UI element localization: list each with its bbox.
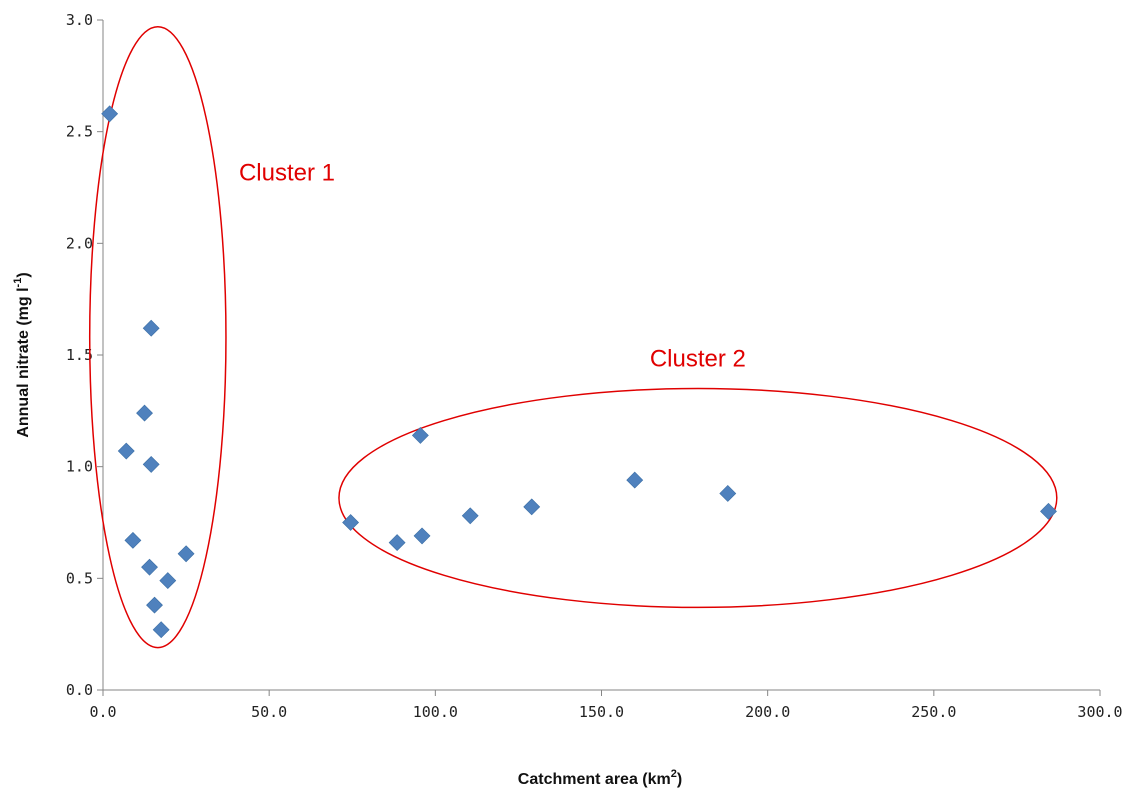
- data-point: [411, 426, 429, 444]
- cluster-ellipses: [88, 25, 1058, 649]
- data-point: [177, 545, 195, 563]
- data-point: [626, 471, 644, 489]
- cluster-label: Cluster 1: [239, 160, 335, 187]
- data-point: [141, 558, 158, 576]
- y-tick-label: 0.0: [66, 681, 93, 699]
- data-point: [461, 507, 479, 525]
- y-tick-label: 3.0: [66, 11, 93, 29]
- data-point: [142, 456, 160, 473]
- data-point: [342, 514, 360, 531]
- data-point: [719, 485, 737, 502]
- data-point: [388, 534, 406, 552]
- cluster-ellipse: [88, 25, 227, 649]
- data-point: [523, 498, 541, 516]
- data-point: [159, 572, 177, 589]
- y-tick-label: 2.0: [66, 234, 93, 252]
- x-tick-label: 200.0: [745, 703, 790, 721]
- y-axis-title-superscript: -1: [12, 278, 24, 288]
- y-tick-label: 1.5: [66, 346, 93, 364]
- y-axis: 0.0 0.5 1.0 1.5 2.0 2.5 3.0: [66, 11, 104, 699]
- data-point: [1040, 502, 1057, 520]
- data-point: [152, 621, 170, 639]
- y-axis-title: Annual nitrate (mg l-1): [12, 272, 32, 437]
- x-tick-label: 100.0: [413, 703, 458, 721]
- y-axis-title-text: Annual nitrate (mg l: [15, 287, 32, 437]
- x-tick-label: 0.0: [89, 703, 116, 721]
- cluster-labels: Cluster 1 Cluster 2: [239, 160, 746, 373]
- data-point: [136, 404, 153, 422]
- x-tick-label: 250.0: [911, 703, 956, 721]
- cluster-label: Cluster 2: [650, 346, 746, 373]
- data-points: [101, 105, 1057, 639]
- x-axis: 0.0 50.0 100.0 150.0 200.0 250.0 300.0: [89, 689, 1123, 721]
- data-point: [124, 531, 142, 549]
- data-point: [117, 442, 135, 460]
- x-axis-title: Catchment area (km2): [518, 768, 682, 788]
- x-tick-label: 300.0: [1077, 703, 1122, 721]
- data-point: [413, 527, 431, 545]
- cluster-ellipse: [338, 387, 1058, 609]
- x-axis-title-superscript: 2: [671, 768, 677, 780]
- x-tick-label: 50.0: [251, 703, 287, 721]
- x-tick-label: 150.0: [579, 703, 624, 721]
- y-tick-label: 0.5: [66, 569, 93, 587]
- y-axis-title-end: ): [15, 272, 32, 277]
- x-axis-title-end: ): [677, 771, 682, 788]
- y-tick-label: 1.0: [66, 458, 93, 476]
- data-point: [142, 319, 160, 337]
- data-point: [146, 596, 163, 614]
- x-axis-title-text: Catchment area (km: [518, 771, 671, 788]
- data-point: [101, 105, 119, 123]
- y-tick-label: 2.5: [66, 123, 93, 141]
